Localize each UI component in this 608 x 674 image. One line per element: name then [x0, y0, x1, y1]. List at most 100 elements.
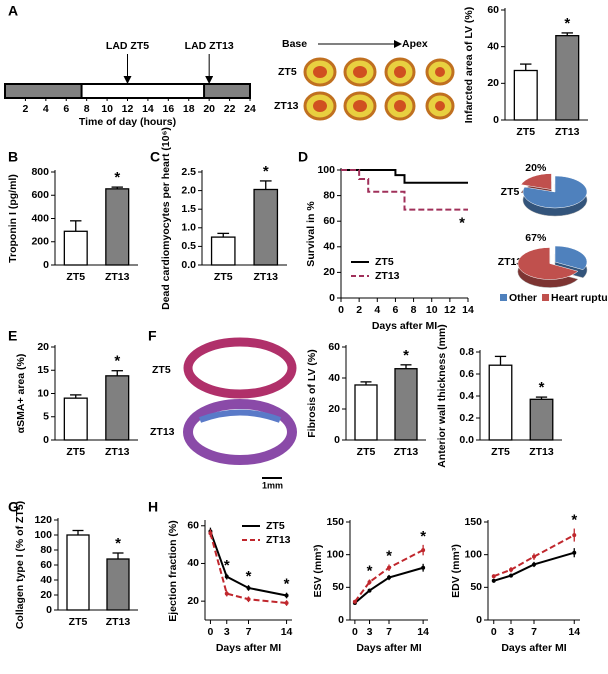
x-tick-label: ZT5: [66, 446, 85, 458]
y-tick-label: 50: [332, 581, 344, 593]
y-tick-label: 20: [328, 403, 340, 415]
row-label: ZT13: [150, 426, 175, 438]
y-tick-label: 2.5: [181, 166, 196, 178]
event-label: LAD ZT13: [185, 40, 234, 52]
x-tick-label: 12: [122, 103, 134, 115]
y-axis-label: ESV (mm³): [312, 544, 324, 597]
series-line: [493, 534, 575, 578]
y-tick-label: 60: [187, 520, 199, 532]
series-line: [354, 566, 424, 604]
x-tick-label: 16: [162, 103, 174, 115]
base-label: Base: [282, 38, 307, 50]
point: [224, 591, 229, 596]
dark-period: [203, 83, 251, 99]
x-tick-label: ZT13: [106, 616, 131, 628]
bar: [63, 397, 88, 441]
point: [387, 565, 391, 570]
bar: [210, 236, 236, 266]
x-tick-label: 24: [244, 103, 256, 115]
bar: [529, 398, 554, 441]
row-label: ZT13: [274, 100, 299, 112]
y-tick-label: 0: [493, 114, 499, 126]
point: [352, 599, 357, 604]
y-tick-label: 20: [323, 266, 335, 278]
legend-label: ZT5: [266, 520, 285, 532]
y-tick-label: 20: [187, 595, 199, 607]
x-tick-label: 3: [508, 626, 514, 638]
x-tick-label: ZT13: [394, 446, 419, 458]
significance: *: [571, 512, 577, 529]
point: [387, 575, 391, 580]
x-tick-label: 18: [183, 103, 195, 115]
significance: *: [420, 528, 426, 545]
point: [367, 588, 372, 593]
panel-label: D: [298, 149, 308, 165]
y-tick-label: 150: [326, 516, 344, 528]
point: [367, 580, 372, 585]
x-tick-label: 7: [531, 626, 537, 638]
y-axis-label: Anterior wall thickness (mm): [436, 324, 448, 468]
y-tick-label: 0: [338, 614, 344, 626]
legend-label: Other: [509, 292, 537, 304]
bar: [105, 188, 130, 266]
legend-swatch: [542, 294, 550, 301]
significance: *: [367, 562, 373, 579]
point: [491, 578, 496, 583]
panel-label: E: [8, 328, 17, 344]
x-axis-label: Days after MI: [372, 320, 437, 332]
x-tick-label: 7: [386, 626, 392, 638]
x-tick-label: 14: [462, 304, 474, 316]
bar: [66, 534, 90, 611]
significance: *: [564, 15, 570, 32]
x-tick-label: 10: [426, 304, 438, 316]
survival-line: [341, 169, 468, 184]
y-axis-label: Ejection fraction (%): [167, 520, 179, 622]
significance: *: [114, 353, 120, 370]
x-tick-label: ZT13: [529, 446, 554, 458]
point: [572, 550, 577, 555]
bar: [63, 230, 88, 266]
pie-title: ZT13: [498, 256, 523, 268]
x-tick-label: 14: [142, 103, 154, 115]
x-tick-label: ZT13: [253, 271, 278, 283]
point: [224, 574, 229, 579]
x-tick-label: 7: [246, 626, 252, 638]
x-tick-label: ZT5: [516, 126, 535, 138]
legend-label: Heart rupture: [551, 292, 608, 304]
y-tick-label: 0: [329, 292, 335, 304]
y-axis-label: Dead cardiomyocytes per heart (10⁶): [160, 127, 172, 310]
x-tick-label: 10: [101, 103, 113, 115]
x-tick-label: 8: [84, 103, 90, 115]
y-tick-label: 0: [43, 434, 49, 446]
y-tick-label: 20: [487, 77, 499, 89]
x-tick-label: ZT5: [214, 271, 233, 283]
legend-label: ZT5: [375, 256, 394, 268]
y-tick-label: 80: [40, 544, 52, 556]
x-tick-label: ZT5: [69, 616, 88, 628]
row-label: ZT5: [152, 364, 171, 376]
dark-period: [4, 83, 83, 99]
x-tick-label: 3: [367, 626, 373, 638]
y-tick-label: 40: [323, 241, 335, 253]
y-tick-label: 0.2: [459, 412, 474, 424]
y-tick-label: 200: [31, 236, 49, 248]
significance: *: [263, 163, 269, 180]
y-tick-label: 0.5: [181, 240, 196, 252]
y-tick-label: 1.5: [181, 203, 196, 215]
y-tick-label: 150: [464, 516, 482, 528]
series-line: [209, 531, 287, 597]
y-axis-label: Fibrosis of LV (%): [306, 349, 318, 437]
x-tick-label: ZT13: [105, 271, 130, 283]
x-tick-label: ZT13: [105, 446, 130, 458]
bar: [394, 368, 418, 441]
pie-label: 67%: [525, 232, 547, 244]
y-tick-label: 60: [40, 559, 52, 571]
point: [421, 548, 426, 553]
panel-label: B: [8, 149, 18, 165]
y-tick-label: 400: [31, 212, 49, 224]
point: [572, 533, 577, 538]
y-tick-label: 80: [323, 189, 335, 201]
x-tick-label: 8: [411, 304, 417, 316]
y-tick-label: 600: [31, 189, 49, 201]
point: [509, 567, 513, 572]
